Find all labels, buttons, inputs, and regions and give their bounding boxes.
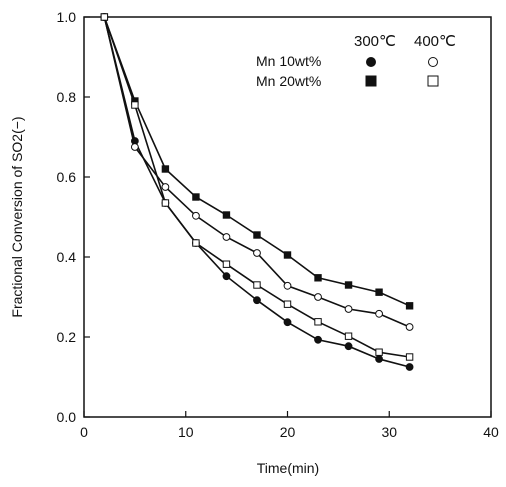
- data-point: [161, 165, 170, 173]
- data-point: [344, 305, 353, 313]
- data-point: [344, 281, 353, 289]
- legend-col-400: 400℃: [414, 33, 456, 50]
- y-tick-label: 1.0: [57, 9, 77, 25]
- series-1: [100, 13, 414, 310]
- legend-marker-mn10-400: [428, 57, 438, 67]
- data-point: [283, 281, 292, 290]
- data-point: [192, 193, 200, 201]
- legend-marker-mn10-300: [366, 57, 376, 67]
- data-point: [100, 13, 109, 21]
- y-axis-label: Fractional Conversion of SO2(−): [9, 116, 25, 317]
- data-point: [253, 281, 261, 289]
- data-point: [405, 363, 414, 371]
- data-point: [161, 199, 170, 207]
- y-tick-label: 0.6: [57, 169, 77, 185]
- data-point: [222, 260, 231, 268]
- legend-row-mn10: Mn 10wt%: [256, 53, 321, 69]
- data-point: [405, 323, 414, 331]
- y-tick-label: 0.2: [57, 329, 77, 345]
- legend-col-300: 300℃: [354, 33, 396, 50]
- data-point: [405, 353, 414, 361]
- y-tick-label: 0.0: [57, 409, 77, 425]
- x-tick-label: 10: [178, 424, 194, 440]
- data-point: [314, 335, 322, 344]
- data-point: [375, 288, 383, 296]
- data-point: [253, 231, 261, 239]
- y-tick-label: 0.8: [57, 89, 77, 105]
- series-line: [103, 16, 410, 368]
- data-point: [375, 355, 383, 363]
- data-point: [222, 272, 231, 281]
- data-point: [130, 143, 139, 151]
- data-point: [375, 348, 383, 356]
- data-point: [344, 342, 353, 351]
- data-point: [222, 211, 231, 219]
- data-point: [283, 318, 292, 327]
- data-point: [344, 332, 353, 340]
- data-point: [222, 233, 231, 241]
- legend-marker-mn20-400: [427, 75, 439, 87]
- series-3: [100, 13, 414, 361]
- data-point: [283, 251, 292, 259]
- x-tick-label: 0: [80, 424, 88, 440]
- data-point: [405, 302, 414, 310]
- legend-marker-mn20-300: [365, 75, 377, 87]
- data-point: [253, 249, 261, 257]
- data-point: [161, 183, 170, 191]
- axis-ticks: 0 10 20 30 40 0.0 0.2 0.4 0.6 0.8 1.0: [57, 9, 499, 440]
- data-point: [253, 296, 261, 305]
- legend-row-mn20: Mn 20wt%: [256, 73, 321, 89]
- data-point: [314, 293, 322, 301]
- data-point: [283, 300, 292, 308]
- data-point: [131, 101, 139, 109]
- data-point: [375, 309, 383, 318]
- data-point: [192, 211, 200, 220]
- series-layer: [100, 13, 414, 371]
- y-tick-label: 0.4: [57, 249, 77, 265]
- x-axis-label: Time(min): [257, 460, 319, 476]
- data-point: [192, 239, 200, 247]
- x-tick-label: 30: [381, 424, 397, 440]
- legend: 300℃ 400℃ Mn 10wt% Mn 20wt%: [256, 33, 456, 89]
- data-point: [314, 274, 322, 282]
- x-tick-label: 40: [483, 424, 499, 440]
- x-tick-label: 20: [280, 424, 296, 440]
- data-point: [314, 318, 322, 326]
